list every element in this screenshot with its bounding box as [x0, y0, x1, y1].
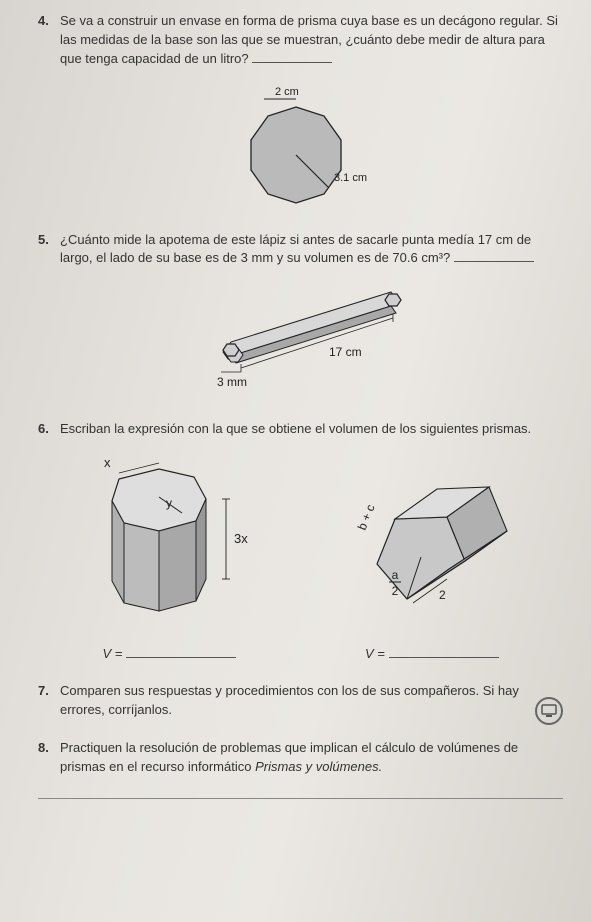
problem-6: 6. Escriban la expresión con la que se o…	[38, 420, 563, 664]
problem-7-statement: Comparen sus respuestas y procedimientos…	[60, 682, 563, 725]
problem-body: Se va a construir un envase en forma de …	[60, 12, 563, 69]
answer-blank[interactable]	[126, 646, 236, 658]
a2-num: a	[391, 568, 398, 582]
pencil-figure: 17 cm 3 mm	[38, 276, 563, 406]
apothem-label: 3.1 cm	[334, 172, 367, 184]
problem-number: 8.	[38, 739, 60, 777]
decagon-figure: 2 cm 3.1 cm	[38, 77, 563, 217]
v-label: V =	[103, 646, 123, 661]
side-label: 2 cm	[275, 86, 299, 98]
problem-4: 4. Se va a construir un envase en forma …	[38, 12, 563, 217]
side-label: 3 mm	[217, 375, 247, 389]
problem-number: 6.	[38, 420, 60, 439]
problem-8-text: 8. Practiquen la resolución de problemas…	[38, 739, 563, 777]
v-label: V =	[365, 646, 385, 661]
x-label: x	[104, 455, 111, 470]
computer-icon	[535, 697, 563, 725]
prisms-row: x y 3x	[38, 439, 563, 639]
answer-blank[interactable]	[389, 646, 499, 658]
problem-number: 5.	[38, 231, 60, 269]
h-label: 3x	[234, 531, 248, 546]
a2-den: 2	[391, 584, 398, 598]
answer-blank[interactable]	[252, 51, 332, 63]
octagon-prism-svg: x y 3x	[64, 439, 274, 639]
problem-body: ¿Cuánto mide la apotema de este lápiz si…	[60, 231, 563, 269]
length-label: 17 cm	[329, 345, 362, 359]
problem-8-italic: Prismas y volúmenes.	[255, 759, 382, 774]
pentagon-prism-svg: 2 b + c a 2	[327, 449, 537, 639]
pentagon-prism-figure: 2 b + c a 2	[327, 449, 537, 639]
volume-blank-1: V =	[103, 645, 237, 664]
volume-blank-2: V =	[365, 645, 499, 664]
problem-5: 5. ¿Cuánto mide la apotema de este lápiz…	[38, 231, 563, 407]
bc-label: b + c	[355, 503, 378, 533]
volume-blanks-row: V = V =	[38, 645, 563, 664]
section-rule	[38, 798, 563, 799]
problem-6-text: 6. Escriban la expresión con la que se o…	[38, 420, 563, 439]
problem-8: 8. Practiquen la resolución de problemas…	[38, 739, 563, 777]
pencil-svg: 17 cm 3 mm	[161, 276, 441, 406]
problem-4-text: 4. Se va a construir un envase en forma …	[38, 12, 563, 69]
problem-6-statement: Escriban la expresión con la que se obti…	[60, 420, 563, 439]
depth-label: 2	[439, 588, 446, 602]
problem-8-body: Practiquen la resolución de problemas qu…	[60, 739, 563, 777]
decagon-svg: 2 cm 3.1 cm	[211, 77, 391, 217]
problem-7-body: Comparen sus respuestas y procedimientos…	[60, 683, 519, 717]
problem-5-text: 5. ¿Cuánto mide la apotema de este lápiz…	[38, 231, 563, 269]
answer-blank[interactable]	[454, 250, 534, 262]
y-label: y	[166, 496, 172, 510]
problem-number: 4.	[38, 12, 60, 69]
problem-7: 7. Comparen sus respuestas y procedimien…	[38, 682, 563, 725]
octagon-prism-figure: x y 3x	[64, 439, 274, 639]
problem-7-text: 7. Comparen sus respuestas y procedimien…	[38, 682, 563, 725]
problem-number: 7.	[38, 682, 60, 725]
